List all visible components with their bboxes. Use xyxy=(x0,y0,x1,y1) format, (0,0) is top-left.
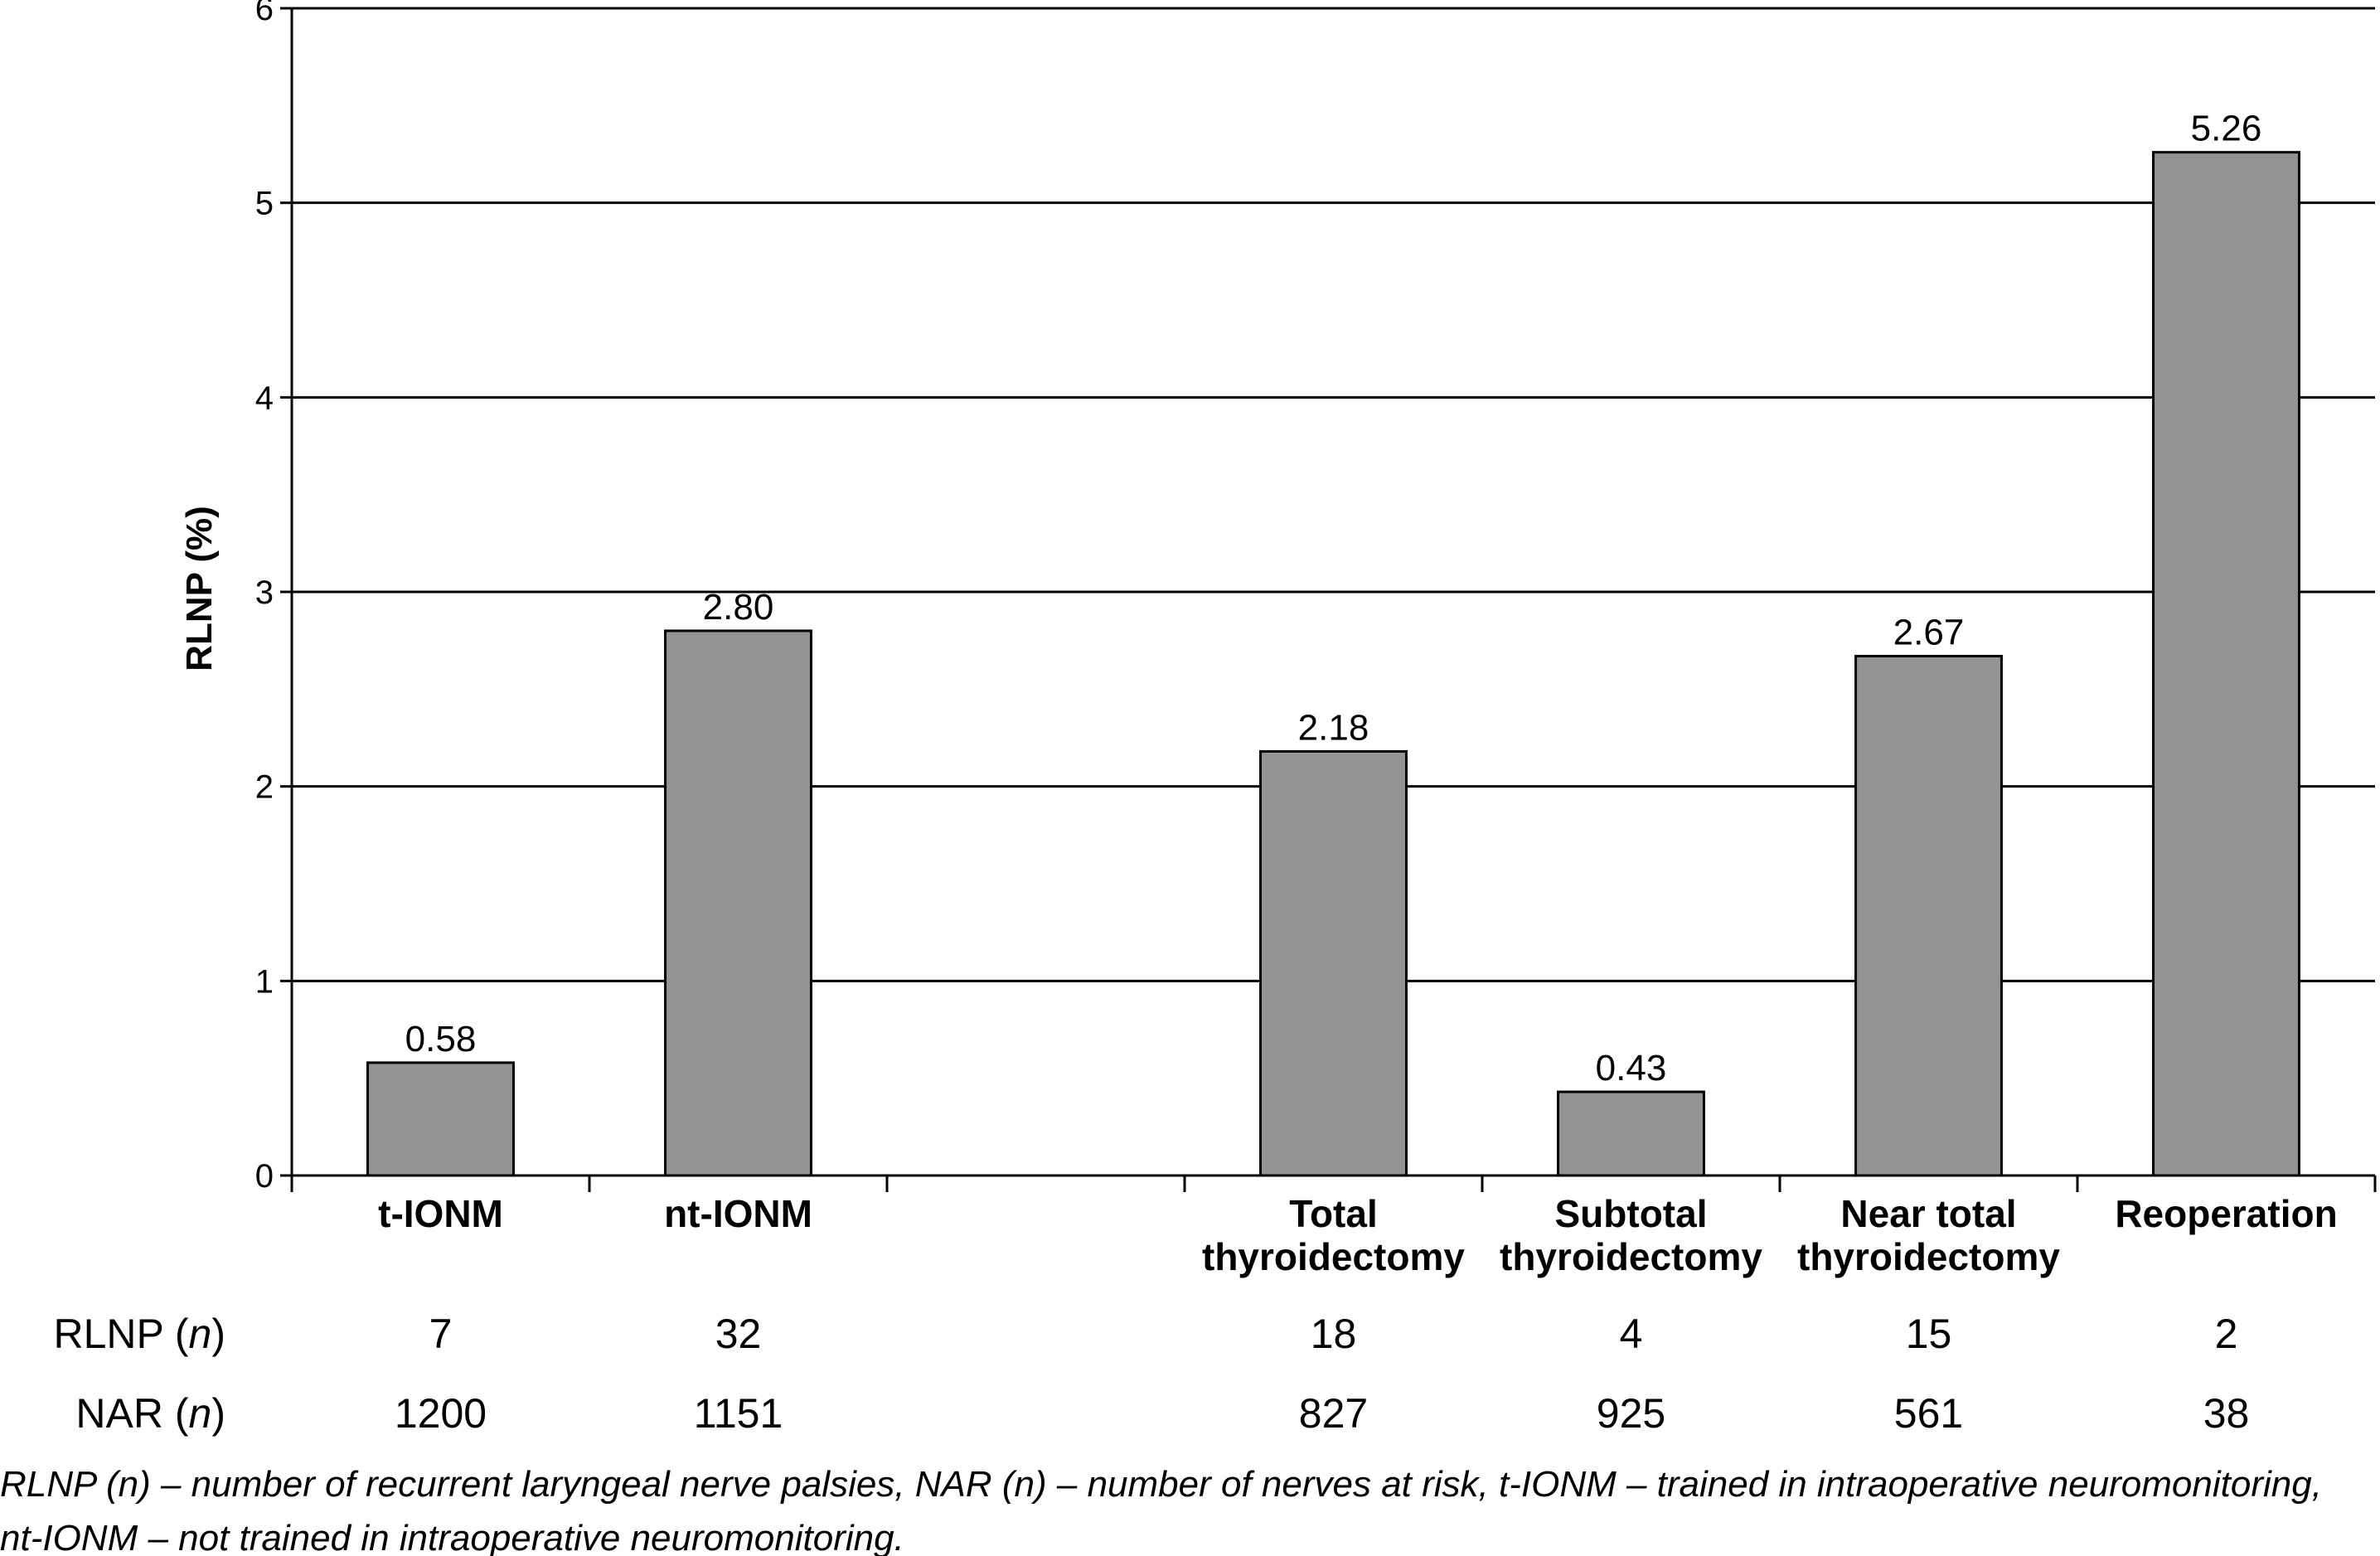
data-table: 7 1200 32 1151 18 827 4 925 15 561 2 38 RLNP (n) NAR … xyxy=(54,1311,2250,1437)
table-cell: 38 xyxy=(2203,1390,2250,1437)
table-cell: 925 xyxy=(1597,1390,1665,1437)
y-tick-label: 0 xyxy=(255,1158,274,1195)
gridlines xyxy=(292,7,2375,982)
bar-value-label: 2.80 xyxy=(703,587,774,628)
category-labels: t-IONM nt-IONM TotalthyroidectomySubtotalt… xyxy=(378,1192,2338,1278)
y-tick-label: 6 xyxy=(255,0,274,27)
bar-value-label: 0.58 xyxy=(405,1019,477,1059)
table-cell: 561 xyxy=(1894,1390,1963,1437)
table-cell: 7 xyxy=(429,1311,453,1357)
y-axis-title: RLNP (%) xyxy=(179,506,220,671)
table-cell: 1200 xyxy=(395,1390,487,1437)
table-cell: 1151 xyxy=(694,1390,783,1437)
bar xyxy=(1557,1090,1705,1177)
y-tick-labels: 0 1 2 3 4 5 6 xyxy=(255,0,274,1195)
bar-value-label: 2.67 xyxy=(1893,612,1965,652)
y-tick-label: 5 xyxy=(255,186,274,222)
category-label: thyroidectomy xyxy=(1797,1235,2060,1278)
y-tick-label: 1 xyxy=(255,963,274,1000)
bar xyxy=(1854,654,2003,1177)
table-cell: 32 xyxy=(715,1311,762,1357)
category-label: Total xyxy=(1289,1192,1377,1235)
bar-value-labels: 0.58 2.80 2.18 0.43 2.67 5.26 xyxy=(405,109,2262,1088)
table-cell: 2 xyxy=(2215,1311,2238,1357)
table-cell: 18 xyxy=(1311,1311,1357,1357)
axes xyxy=(280,7,2377,1192)
footnote: RLNP (n) – number of recurrent laryngeal… xyxy=(0,1464,2322,1556)
bar xyxy=(2152,151,2300,1177)
table-cell: 827 xyxy=(1299,1390,1368,1437)
table-cell: 4 xyxy=(1620,1311,1643,1357)
bar-value-label: 5.26 xyxy=(2191,109,2262,149)
category-label: Subtotal xyxy=(1555,1192,1708,1235)
y-tick-label: 3 xyxy=(255,574,274,611)
table-row-label: RLNP (n) xyxy=(54,1311,226,1357)
category-label: Near total xyxy=(1840,1192,2016,1235)
table-row-label: NAR (n) xyxy=(75,1390,225,1437)
table-cell: 15 xyxy=(1906,1311,1952,1357)
y-tick-label: 4 xyxy=(255,380,274,416)
bars xyxy=(366,151,2300,1177)
category-label: thyroidectomy xyxy=(1500,1235,1762,1278)
footnote-line-2: nt-IONM – not trained in intraoperative … xyxy=(0,1518,904,1556)
category-label: Reoperation xyxy=(2115,1192,2337,1235)
category-label: nt-IONM xyxy=(664,1192,812,1235)
bar-value-label: 0.43 xyxy=(1596,1048,1667,1088)
bar xyxy=(664,629,812,1177)
y-tick-label: 2 xyxy=(255,769,274,806)
category-label: thyroidectomy xyxy=(1202,1235,1465,1278)
bar xyxy=(366,1061,515,1177)
bar-value-label: 2.18 xyxy=(1298,707,1369,748)
category-label: t-IONM xyxy=(378,1192,503,1235)
bar xyxy=(1259,749,1408,1177)
footnote-line-1: RLNP (n) – number of recurrent laryngeal… xyxy=(0,1464,2322,1505)
